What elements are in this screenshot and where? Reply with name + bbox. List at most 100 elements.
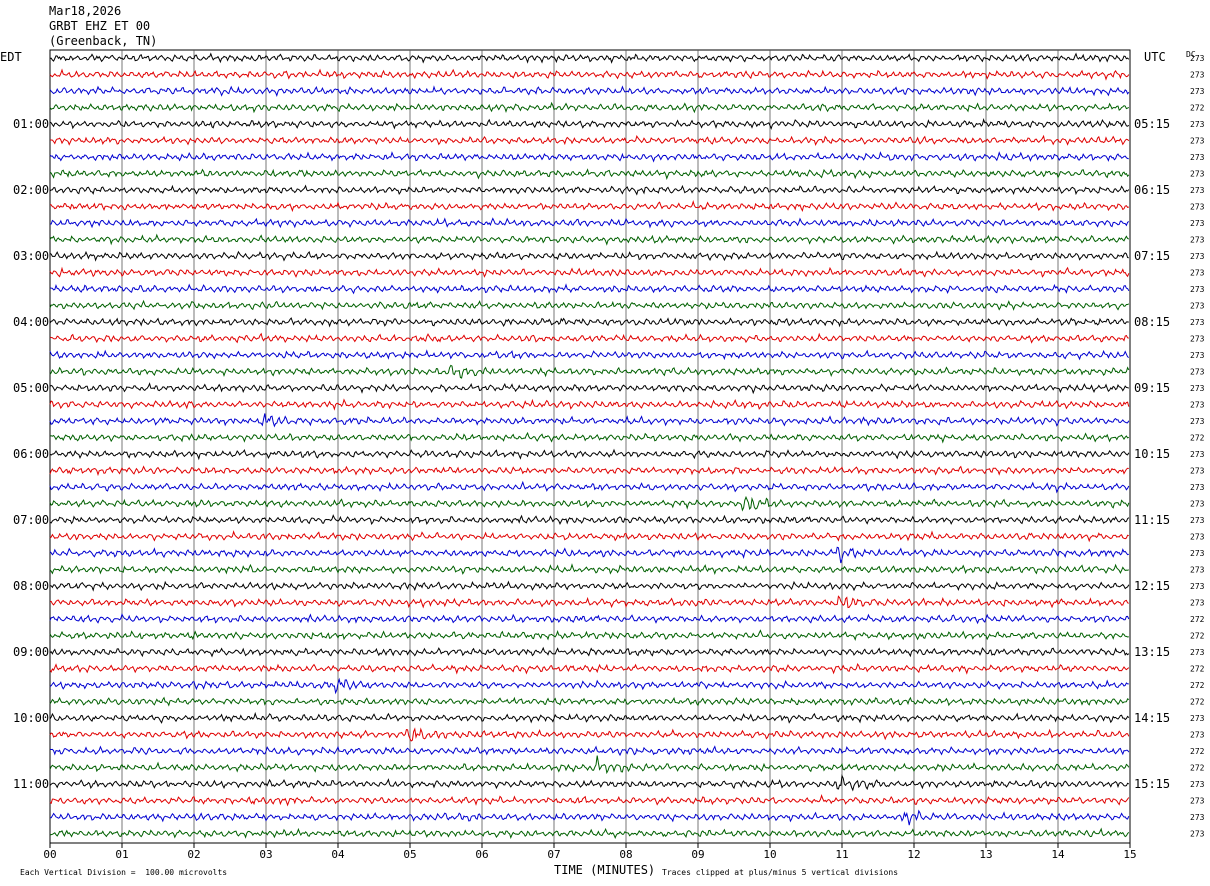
- seismic-trace: [49, 413, 1130, 428]
- dc-offset-label: 273: [1190, 120, 1205, 129]
- dc-offset-label: 273: [1190, 830, 1205, 839]
- seismic-trace: [49, 118, 1130, 130]
- seismic-trace: [49, 646, 1130, 658]
- seismic-trace: [49, 696, 1130, 707]
- utc-hour-label: 12:15: [1134, 579, 1170, 593]
- dc-offset-label: 273: [1190, 549, 1205, 558]
- dc-offset-label: 273: [1190, 71, 1205, 80]
- x-tick-label: 13: [979, 848, 992, 861]
- seismic-trace: [50, 134, 1130, 147]
- seismic-trace: [49, 774, 1130, 792]
- seismic-trace: [49, 184, 1130, 196]
- seismic-trace: [49, 629, 1129, 641]
- seismic-trace: [49, 480, 1130, 494]
- dc-offset-label: 273: [1190, 401, 1205, 410]
- utc-hour-label: 05:15: [1134, 117, 1170, 131]
- dc-offset-label: 273: [1190, 450, 1205, 459]
- x-tick-label: 04: [331, 848, 345, 861]
- seismic-trace: [49, 266, 1130, 278]
- utc-hour-label: 11:15: [1134, 513, 1170, 527]
- dc-offset-label: 272: [1190, 665, 1205, 674]
- seismic-trace: [49, 283, 1130, 295]
- plot-frame: [49, 49, 1131, 844]
- dc-offset-label: 273: [1190, 285, 1205, 294]
- dc-offset-label: 273: [1190, 516, 1205, 525]
- dc-offset-label: 273: [1190, 269, 1205, 278]
- dc-offset-label: 272: [1190, 434, 1205, 443]
- seismic-trace: [49, 662, 1130, 675]
- seismic-trace: [49, 580, 1130, 592]
- dc-label: DC: [1186, 50, 1196, 59]
- x-tick-label: 15: [1123, 848, 1136, 861]
- clip-note: Traces clipped at plus/minus 5 vertical …: [662, 868, 899, 877]
- x-tick-label: 10: [763, 848, 776, 861]
- dc-offset-label: 273: [1190, 813, 1205, 822]
- x-tick-label: 11: [835, 848, 848, 861]
- utc-hour-label: 13:15: [1134, 645, 1170, 659]
- station-code: GRBT EHZ ET 00: [49, 19, 151, 33]
- x-tick-label: 14: [1051, 848, 1065, 861]
- dc-offset-label: 272: [1190, 764, 1205, 773]
- dc-offset-label: 273: [1190, 186, 1205, 195]
- seismic-trace: [49, 364, 1130, 379]
- dc-offset-label: 273: [1190, 648, 1205, 657]
- edt-hour-label: 09:00: [13, 645, 49, 659]
- edt-hour-label: 07:00: [13, 513, 49, 527]
- seismic-trace: [49, 431, 1130, 444]
- dc-offset-label: 273: [1190, 731, 1205, 740]
- x-tick-label: 08: [619, 848, 632, 861]
- dc-offset-label: 272: [1190, 615, 1205, 624]
- utc-hour-label: 09:15: [1134, 381, 1170, 395]
- edt-hour-label: 01:00: [13, 117, 49, 131]
- dc-offset-label: 273: [1190, 318, 1205, 327]
- dc-offset-label: 273: [1190, 566, 1205, 575]
- dc-offset-label: 273: [1190, 417, 1205, 426]
- seismic-trace: [49, 465, 1129, 477]
- seismic-trace: [49, 827, 1130, 840]
- left-axis-label: EDT: [0, 50, 22, 64]
- seismic-trace: [49, 317, 1129, 328]
- dc-offset-label: 273: [1190, 252, 1205, 261]
- seismic-trace: [49, 382, 1129, 395]
- utc-hour-label: 07:15: [1134, 249, 1170, 263]
- x-tick-label: 06: [475, 848, 488, 861]
- dc-offset-label: 273: [1190, 137, 1205, 146]
- edt-hour-label: 03:00: [13, 249, 49, 263]
- right-axis-label: UTC: [1144, 50, 1166, 64]
- dc-offset-label: 273: [1190, 236, 1205, 245]
- seismic-trace: [49, 530, 1129, 543]
- seismic-trace: [50, 217, 1130, 229]
- utc-hour-label: 14:15: [1134, 711, 1170, 725]
- edt-hour-label: 10:00: [13, 711, 49, 725]
- seismic-trace: [49, 563, 1129, 576]
- seismic-trace: [49, 755, 1130, 775]
- x-tick-label: 09: [691, 848, 704, 861]
- seismic-trace: [49, 398, 1130, 411]
- dc-offset-label: 273: [1190, 714, 1205, 723]
- dc-offset-label: 273: [1190, 467, 1205, 476]
- seismic-trace: [49, 199, 1129, 213]
- dc-offset-label: 273: [1190, 87, 1205, 96]
- dc-offset-label: 273: [1190, 54, 1205, 63]
- x-tick-label: 00: [43, 848, 56, 861]
- dc-offset-label: 272: [1190, 632, 1205, 641]
- seismic-trace: [49, 711, 1130, 724]
- dc-offset-label: 273: [1190, 302, 1205, 311]
- utc-hour-label: 15:15: [1134, 777, 1170, 791]
- edt-hour-label: 06:00: [13, 447, 49, 461]
- dc-offset-label: 273: [1190, 483, 1205, 492]
- dc-offset-label: 273: [1190, 335, 1205, 344]
- scale-note: Each Vertical Division = 100.00 microvol…: [20, 868, 228, 877]
- dc-offset-label: 273: [1190, 170, 1205, 179]
- seismic-trace: [50, 809, 1130, 826]
- x-tick-label: 07: [547, 848, 560, 861]
- x-tick-label: 05: [403, 848, 416, 861]
- dc-offset-label: 273: [1190, 582, 1205, 591]
- seismic-trace: [49, 151, 1129, 163]
- x-tick-label: 03: [259, 848, 272, 861]
- x-tick-label: 02: [187, 848, 200, 861]
- seismic-trace: [49, 677, 1129, 695]
- seismic-trace: [49, 349, 1130, 361]
- dc-offset-label: 273: [1190, 780, 1205, 789]
- seismic-trace: [49, 495, 1130, 512]
